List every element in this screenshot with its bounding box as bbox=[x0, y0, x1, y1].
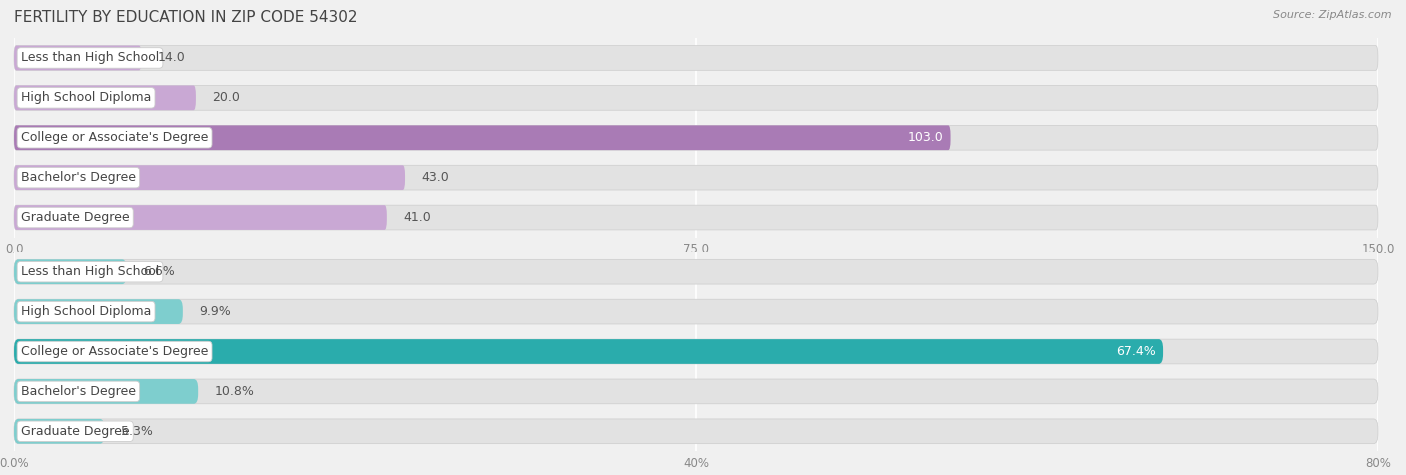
Text: 43.0: 43.0 bbox=[422, 171, 449, 184]
FancyBboxPatch shape bbox=[14, 125, 950, 150]
FancyBboxPatch shape bbox=[14, 165, 405, 190]
Text: 6.6%: 6.6% bbox=[143, 265, 174, 278]
Text: Source: ZipAtlas.com: Source: ZipAtlas.com bbox=[1274, 10, 1392, 19]
FancyBboxPatch shape bbox=[14, 339, 1163, 364]
FancyBboxPatch shape bbox=[14, 419, 104, 444]
Text: Bachelor's Degree: Bachelor's Degree bbox=[21, 171, 136, 184]
FancyBboxPatch shape bbox=[14, 379, 198, 404]
Text: Less than High School: Less than High School bbox=[21, 51, 159, 65]
Text: College or Associate's Degree: College or Associate's Degree bbox=[21, 131, 208, 144]
FancyBboxPatch shape bbox=[14, 379, 1378, 404]
Text: 5.3%: 5.3% bbox=[121, 425, 153, 438]
Text: 14.0: 14.0 bbox=[157, 51, 186, 65]
FancyBboxPatch shape bbox=[14, 46, 1378, 70]
Text: 103.0: 103.0 bbox=[908, 131, 943, 144]
Text: 20.0: 20.0 bbox=[212, 91, 240, 104]
Text: High School Diploma: High School Diploma bbox=[21, 305, 152, 318]
FancyBboxPatch shape bbox=[14, 46, 142, 70]
Text: Less than High School: Less than High School bbox=[21, 265, 159, 278]
Text: College or Associate's Degree: College or Associate's Degree bbox=[21, 345, 208, 358]
Text: Graduate Degree: Graduate Degree bbox=[21, 211, 129, 224]
FancyBboxPatch shape bbox=[14, 299, 1378, 324]
FancyBboxPatch shape bbox=[14, 259, 127, 284]
Text: FERTILITY BY EDUCATION IN ZIP CODE 54302: FERTILITY BY EDUCATION IN ZIP CODE 54302 bbox=[14, 10, 357, 25]
FancyBboxPatch shape bbox=[14, 259, 1378, 284]
Text: Bachelor's Degree: Bachelor's Degree bbox=[21, 385, 136, 398]
Text: 10.8%: 10.8% bbox=[215, 385, 254, 398]
FancyBboxPatch shape bbox=[14, 205, 387, 230]
FancyBboxPatch shape bbox=[14, 205, 1378, 230]
FancyBboxPatch shape bbox=[14, 299, 183, 324]
FancyBboxPatch shape bbox=[14, 419, 1378, 444]
FancyBboxPatch shape bbox=[14, 86, 195, 110]
Text: 67.4%: 67.4% bbox=[1116, 345, 1156, 358]
Text: Graduate Degree: Graduate Degree bbox=[21, 425, 129, 438]
FancyBboxPatch shape bbox=[14, 165, 1378, 190]
FancyBboxPatch shape bbox=[14, 339, 1378, 364]
FancyBboxPatch shape bbox=[14, 86, 1378, 110]
Text: 9.9%: 9.9% bbox=[200, 305, 231, 318]
Text: 41.0: 41.0 bbox=[404, 211, 432, 224]
FancyBboxPatch shape bbox=[14, 125, 1378, 150]
Text: High School Diploma: High School Diploma bbox=[21, 91, 152, 104]
